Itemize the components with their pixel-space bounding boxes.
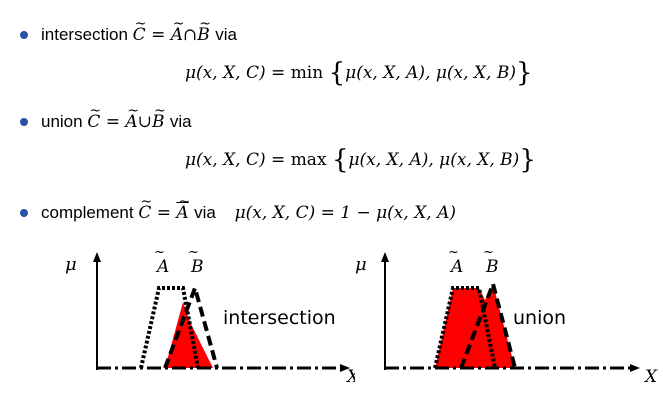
item-via: via	[194, 203, 216, 222]
formula-args: μ(x, X, A), μ(x, X, B)	[348, 150, 520, 170]
item-word: union	[41, 112, 83, 131]
union-plot: μ A ~ B ~ union X	[355, 250, 658, 387]
formula-intersection: μ(x, X, C) = min {μ(x, X, A), μ(x, X, B)…	[185, 58, 533, 88]
bullet-dot	[20, 31, 28, 39]
plot-y-label: μ	[355, 254, 367, 275]
tilde-b: ~	[483, 250, 494, 260]
set-a-curve	[433, 286, 497, 369]
intersection-fill	[165, 302, 213, 368]
set-b-curve	[163, 281, 219, 369]
formula-function: max	[290, 150, 327, 170]
y-axis-arrow	[381, 252, 389, 262]
plot-label-a: A	[449, 257, 463, 277]
formula-lhs: μ(x, X, C) =	[185, 63, 291, 83]
left-brace: {	[328, 58, 346, 88]
union-operator: ∪	[137, 112, 152, 132]
item-word: intersection	[41, 25, 128, 44]
set-c: C	[87, 101, 101, 132]
set-c: C	[133, 14, 147, 45]
plot-label-b: B	[485, 257, 499, 277]
right-brace: }	[515, 58, 533, 88]
item-via: via	[169, 112, 192, 131]
item-via: via	[215, 25, 237, 44]
intersection-operator: ∩	[183, 25, 198, 45]
set-a-complement: A	[176, 192, 190, 223]
set-a: A	[171, 14, 185, 45]
formula-union: μ(x, X, C) = max {μ(x, X, A), μ(x, X, B)…	[185, 145, 536, 175]
intersection-plot: μ A ~ B ~ intersection X	[65, 250, 355, 387]
formula-complement: μ(x, X, C) = 1 − μ(x, X, A)	[234, 203, 457, 223]
right-brace: }	[519, 145, 536, 175]
plot-caption: union	[513, 307, 566, 329]
plot-x-label: X	[345, 367, 355, 387]
set-b: B	[197, 14, 210, 45]
union-fill	[435, 284, 515, 368]
left-brace: {	[331, 145, 349, 175]
formula-function: min	[290, 63, 324, 83]
bullet-dot	[20, 118, 28, 126]
tilde-a: ~	[154, 250, 165, 260]
equals: =	[105, 112, 121, 132]
y-axis-arrow	[93, 252, 101, 262]
plot-caption: intersection	[223, 307, 336, 329]
plot-label-b: B	[190, 257, 204, 277]
equals: =	[151, 25, 166, 45]
equals: =	[156, 203, 172, 223]
set-a: A	[125, 101, 139, 132]
set-b: B	[152, 101, 165, 132]
formula-args: μ(x, X, A), μ(x, X, B)	[345, 63, 516, 83]
set-a-curve	[139, 286, 200, 369]
formula-lhs: μ(x, X, C) =	[185, 150, 291, 170]
x-axis-arrow	[630, 364, 640, 372]
plot-x-label: X	[643, 367, 658, 387]
plot-label-a: A	[155, 257, 169, 277]
item-word: complement	[41, 203, 134, 222]
tilde-b: ~	[188, 250, 199, 260]
plot-y-label: μ	[65, 254, 77, 275]
tilde-a: ~	[448, 250, 459, 260]
x-axis-arrow	[340, 364, 350, 372]
bullet-dot	[20, 209, 28, 217]
set-c: C	[138, 192, 152, 223]
